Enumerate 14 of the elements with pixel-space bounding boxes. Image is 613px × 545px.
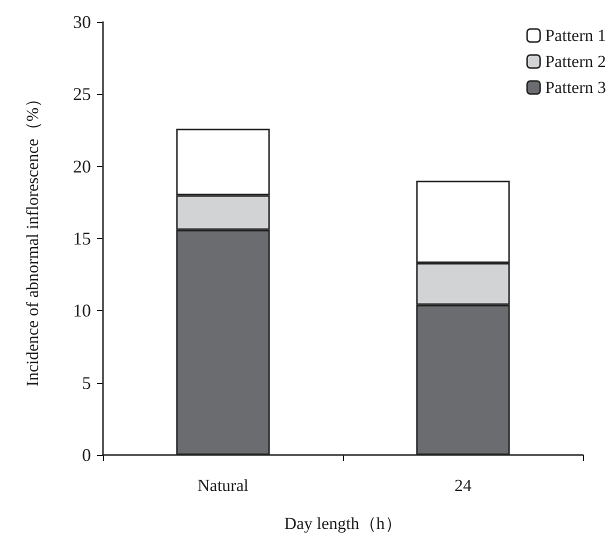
y-tick-label: 0	[82, 445, 91, 465]
y-tick-label: 5	[82, 372, 91, 393]
y-tick-label: 25	[73, 84, 91, 104]
y-tick-label: 10	[73, 300, 91, 321]
legend-label: Pattern 2	[545, 52, 606, 71]
y-tick-label: 30	[73, 12, 91, 32]
legend-label: Pattern 1	[545, 26, 606, 45]
x-tick-label: 24	[454, 476, 472, 495]
y-tick-label: 20	[73, 156, 91, 176]
x-tick-label: Natural	[198, 476, 249, 495]
x-axis-title: Day length（h）	[284, 514, 402, 533]
legend-label: Pattern 3	[545, 78, 606, 97]
y-axis-title: Incidence of abnormal inflorescence（%）	[23, 90, 42, 386]
y-tick-label: 15	[73, 228, 91, 248]
